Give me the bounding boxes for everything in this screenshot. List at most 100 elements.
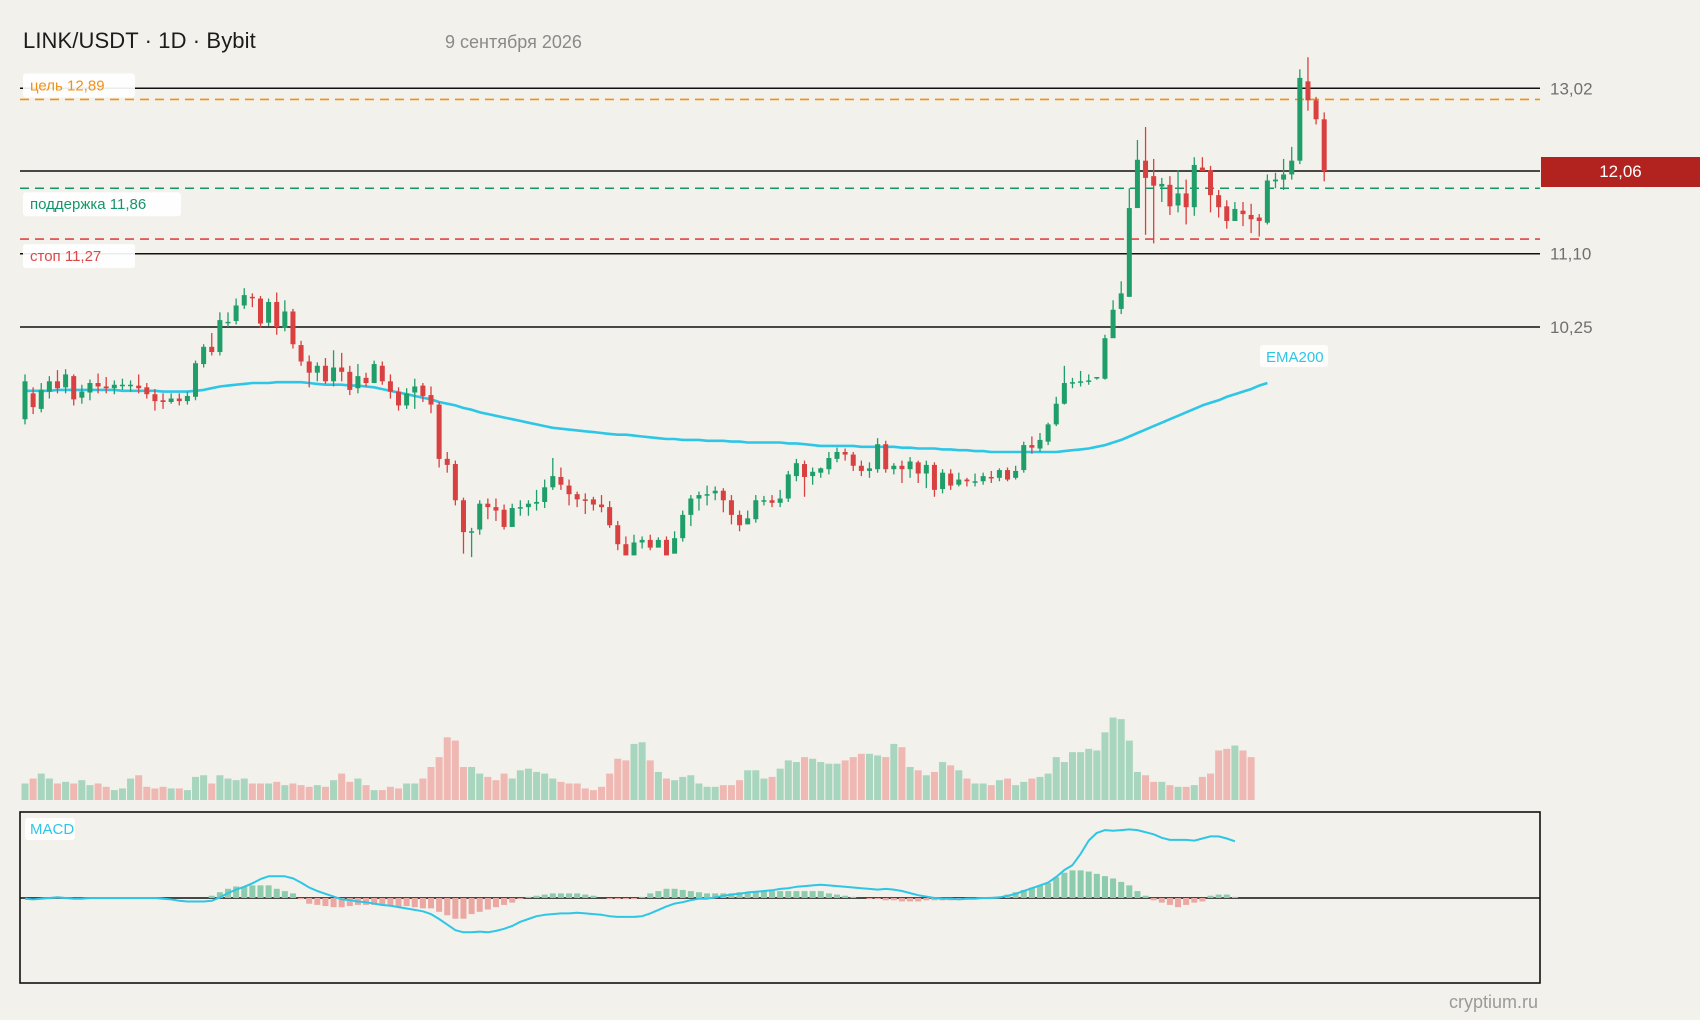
target-label: цель 12,89 (30, 77, 105, 94)
level-label-resistance-2: 11,10 (1550, 245, 1591, 264)
candle-body (672, 538, 678, 554)
candle-body (793, 463, 799, 477)
volume-bar (289, 783, 297, 800)
macd-histogram-bar (501, 898, 508, 905)
macd-histogram-bar (1134, 891, 1141, 898)
macd-histogram-bar (436, 898, 443, 912)
volume-bar (29, 778, 37, 800)
candle-body (1321, 119, 1327, 171)
candle-body (1256, 217, 1262, 221)
volume-bar (598, 786, 606, 800)
macd-histogram-bar (1012, 892, 1019, 898)
candle-body (737, 514, 743, 526)
macd-histogram-bar (1207, 895, 1214, 898)
volume-bar (143, 786, 151, 800)
volume-bar (53, 783, 61, 800)
candle-body (964, 479, 970, 482)
volume-bar (768, 776, 776, 800)
candle-body (1151, 176, 1157, 186)
candle-body (144, 387, 150, 395)
volume-bar (573, 783, 581, 800)
macd-histogram-bar (330, 898, 337, 908)
macd-histogram-bar (476, 898, 483, 912)
macd-histogram-bar (1223, 894, 1230, 898)
volume-bar (930, 771, 938, 800)
candle-body (1264, 180, 1270, 223)
candle-body (379, 365, 385, 382)
candle-body (412, 386, 418, 393)
candle-body (1175, 193, 1181, 206)
volume-bar (135, 775, 143, 800)
annotation-labels: цель 12,89 поддержка 11,86 стоп 11,27 (23, 73, 181, 269)
volume-bar (963, 778, 971, 800)
macd-histogram-bar (517, 898, 524, 900)
volume-bar (468, 767, 476, 800)
volume-bar (321, 786, 329, 800)
candle-body (257, 298, 263, 324)
candle-body (509, 507, 515, 527)
volume-bar (1077, 752, 1085, 800)
macd-histogram-bar (1215, 894, 1222, 898)
volume-bar (736, 780, 744, 800)
support-label-box (23, 192, 181, 217)
volume-bar (330, 780, 338, 800)
candle-body (1053, 403, 1059, 425)
volume-bar (1004, 778, 1012, 800)
macd-histogram-bar (549, 893, 556, 898)
volume-bar (606, 773, 614, 800)
macd-histogram-bar (679, 889, 686, 898)
volume-bar (841, 760, 849, 800)
macd-histogram-bar (1118, 881, 1125, 898)
macd-histogram-bar (614, 898, 621, 900)
volume-bar (216, 775, 224, 800)
candle-body (980, 476, 986, 482)
volume-bar (419, 778, 427, 800)
candle-body (176, 398, 182, 402)
candle-body (1134, 159, 1140, 209)
macd-histogram-bar (769, 891, 776, 898)
volume-bar (281, 785, 289, 800)
candle-body (1118, 293, 1124, 309)
volume-bar (760, 778, 768, 800)
candle-body (1208, 170, 1214, 196)
candle-body (655, 539, 661, 548)
volume-bar (922, 775, 930, 800)
volume-bar (1166, 785, 1174, 800)
volume-bar (265, 783, 273, 800)
volume-bar (833, 763, 841, 800)
ema200-line (25, 380, 1268, 454)
candle-body (931, 464, 937, 490)
candle-body (444, 458, 450, 465)
volume-bar (557, 781, 565, 800)
volume-bar (159, 786, 167, 800)
candle-body (1021, 445, 1027, 471)
volume-bar (94, 783, 102, 800)
volume-bar (305, 786, 313, 800)
last-price-tag: 12,06 (1541, 157, 1700, 187)
candle-body (1281, 174, 1287, 180)
volume-bar (151, 788, 159, 800)
volume-bar (541, 773, 549, 800)
volume-bar (427, 767, 435, 800)
macd-histogram-bar (346, 898, 353, 907)
candle-body (347, 371, 353, 390)
candle-body (590, 499, 596, 505)
volume-bar (1231, 745, 1239, 800)
candle-body (95, 383, 101, 387)
volume-bar (102, 786, 110, 800)
volume-bar (776, 768, 784, 800)
volume-bar (1093, 750, 1101, 800)
candle-body (201, 346, 207, 365)
volume-bar (386, 786, 394, 800)
volume-bar (1133, 771, 1141, 800)
macd-histogram-bar (1150, 898, 1157, 901)
macd-histogram-bar (574, 893, 581, 898)
candle-body (54, 381, 60, 389)
candle-body (688, 498, 694, 515)
macd-histogram-bar (533, 895, 540, 898)
volume-bar (817, 762, 825, 800)
volume-bar (849, 757, 857, 800)
macd-histogram-bar (314, 898, 321, 905)
volume-bar (939, 762, 947, 800)
volume-bar (687, 775, 695, 800)
